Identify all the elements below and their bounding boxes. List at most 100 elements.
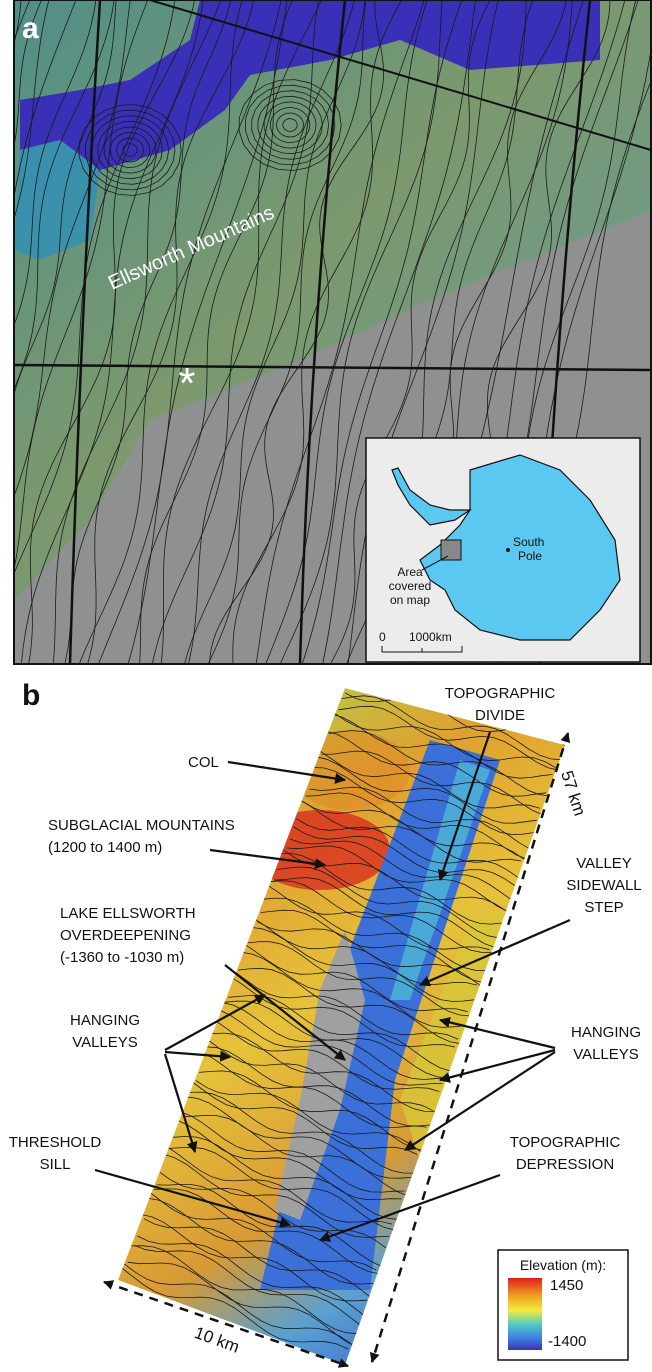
contour-line: [139, 0, 293, 664]
contour-line: [151, 0, 319, 664]
annotation: DIVIDE: [475, 707, 525, 724]
scale-label: 0: [379, 630, 386, 644]
panel-label: a: [22, 12, 39, 45]
annotation: SUBGLACIAL MOUNTAINS: [48, 817, 235, 834]
annotation: LAKE ELLSWORTH: [60, 905, 196, 922]
contour-line: [169, 1146, 396, 1231]
legend-title: Elevation (m):: [520, 1257, 606, 1273]
annotation: OVERDEEPENING: [60, 927, 191, 944]
annotation: SIDEWALL: [566, 877, 641, 894]
contour-line: [14, 0, 176, 575]
contour-line: [173, 1136, 399, 1220]
contour-line: [14, 0, 131, 498]
annotations: TOPOGRAPHIC DIVIDE COL SUBGLACIAL MOUNTAI…: [9, 685, 642, 1242]
inset-map: South Pole Area covered on map 0 1000km: [365, 437, 641, 663]
contour-line: [179, 1111, 405, 1193]
annotation: HANGING: [571, 1024, 641, 1041]
contour-line: [160, 0, 322, 664]
annotation: SILL: [40, 1156, 71, 1173]
map-frame: [13, 0, 652, 665]
contour-line: [147, 1197, 374, 1285]
contour-line: [14, 0, 42, 148]
contour-line: [245, 84, 336, 166]
annotation: VALLEY: [576, 855, 632, 872]
pole-label: Pole: [518, 549, 542, 563]
contour-line: [150, 1192, 377, 1271]
svg-text:SUBGLACIAL MOUNTAINS(1200 to 1: SUBGLACIAL MOUNTAINS (1200 to 1400 m): [48, 817, 235, 856]
contour-line: [166, 1146, 393, 1225]
contour-line: [330, 0, 491, 664]
contour-line: [103, 126, 157, 174]
annotation: VALLEYS: [72, 1034, 138, 1051]
scale-label: 1000km: [409, 630, 452, 644]
contour-line: [347, 0, 499, 664]
contour-line: [21, 0, 204, 664]
area-label: Area: [397, 565, 423, 579]
contour-line: [251, 90, 330, 160]
contour-line: [85, 109, 176, 191]
contour-line: [238, 79, 342, 171]
area-label: on map: [390, 593, 430, 607]
contour-line: [257, 95, 323, 155]
annotation: HANGING: [70, 1012, 140, 1029]
contour-line: [14, 0, 149, 572]
annotation: DEPRESSION: [516, 1156, 614, 1173]
contour-line: [282, 118, 298, 132]
contour-line: [279, 0, 443, 664]
contour-line: [122, 143, 138, 157]
contour-line: [98, 0, 282, 664]
contour-line: [52, 0, 222, 664]
panel-label: b: [22, 679, 40, 712]
dimension-label: 10 km: [192, 1323, 242, 1357]
contour-line: [163, 1153, 390, 1238]
contour-line: [64, 0, 232, 664]
contour-line: [14, 0, 50, 221]
contour-line: [188, 0, 355, 664]
contour-line: [14, 0, 115, 391]
contour-line: [263, 101, 317, 149]
annotation: (-1360 to -1030 m): [60, 949, 184, 966]
contour-line: [232, 0, 402, 664]
contour-line: [301, 0, 463, 664]
contour-line: [78, 104, 182, 196]
map-panel: [14, 0, 651, 664]
dimension-label: 57 km: [557, 768, 589, 818]
contour-line: [87, 0, 255, 664]
contour-line: [156, 1184, 383, 1268]
annotation: VALLEYS: [573, 1046, 639, 1063]
annotation: STEP: [584, 899, 623, 916]
annotation: (1200 to 1400 m): [48, 839, 162, 856]
contour-line: [14, 0, 97, 327]
legend-label: 1450: [550, 1277, 583, 1294]
contour-line: [276, 112, 304, 138]
legend: Elevation (m): 1450 -1400: [497, 1249, 629, 1361]
contour-line: [110, 132, 151, 169]
annotation: TOPOGRAPHIC: [510, 1134, 621, 1151]
contour-line: [97, 120, 163, 180]
annotation: COL: [188, 754, 219, 771]
contour-line: [209, 0, 385, 664]
contour-line: [14, 0, 77, 200]
annotation: THRESHOLD: [9, 1134, 102, 1151]
contour-line: [116, 137, 144, 163]
contour-line: [207, 0, 367, 664]
legend-label: -1400: [548, 1333, 586, 1350]
contour-line: [28, 0, 195, 664]
contour-line: [184, 0, 366, 664]
site-marker: *: [178, 359, 195, 408]
contour-line: [143, 1218, 371, 1298]
contour-line: [255, 0, 425, 664]
contour-line: [322, 0, 476, 664]
contour-line: [270, 107, 311, 144]
contour-line: [78, 0, 243, 664]
pole-label: South: [513, 535, 544, 549]
